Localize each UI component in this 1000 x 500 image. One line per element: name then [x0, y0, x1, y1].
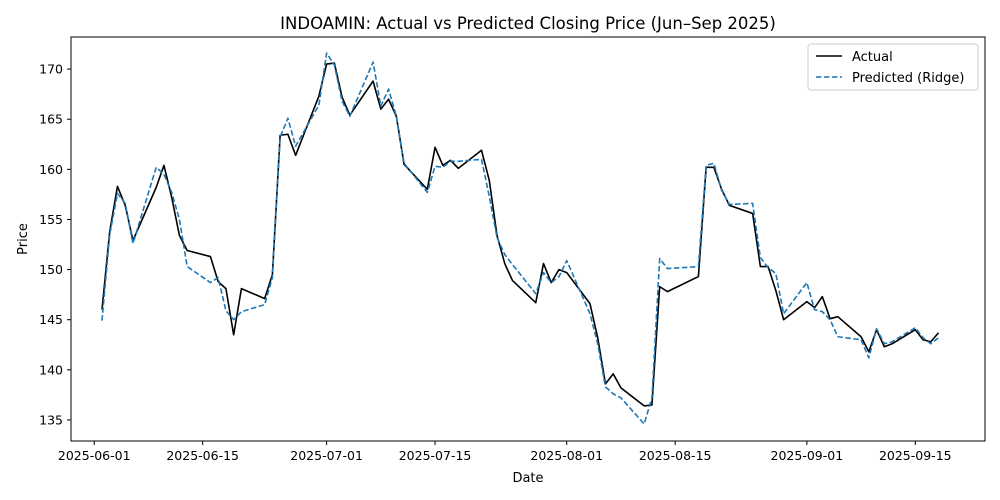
- x-tick-label: 2025-07-01: [290, 448, 363, 463]
- legend-box: [807, 43, 979, 91]
- y-tick-label: 165: [39, 112, 63, 127]
- legend-label-actual: Actual: [852, 50, 893, 65]
- x-tick-label: 2025-08-01: [530, 448, 603, 463]
- x-axis-title: Date: [512, 471, 543, 486]
- series-line-predicted: [101, 52, 940, 425]
- y-axis-ticks: 135 140 145 150 155 160 165 170: [39, 62, 71, 427]
- y-tick-label: 140: [39, 362, 63, 377]
- x-tick-label: 2025-06-15: [166, 448, 239, 463]
- x-tick-label: 2025-07-15: [399, 448, 472, 463]
- x-tick-label: 2025-06-01: [58, 448, 131, 463]
- legend: Actual Predicted (Ridge): [807, 43, 979, 91]
- x-tick-label: 2025-09-01: [771, 448, 844, 463]
- y-tick-label: 155: [39, 212, 63, 227]
- y-tick-label: 170: [39, 62, 63, 77]
- x-axis-ticks: 2025-06-01 2025-06-15 2025-07-01 2025-07-15…: [58, 441, 952, 463]
- plot-area-frame: [70, 36, 986, 442]
- y-tick-label: 145: [39, 312, 63, 327]
- series-line-actual: [101, 62, 940, 407]
- series-lines: [101, 52, 940, 425]
- y-tick-label: 150: [39, 262, 63, 277]
- y-tick-label: 160: [39, 162, 63, 177]
- x-tick-label: 2025-08-15: [639, 448, 712, 463]
- chart-title: INDOAMIN: Actual vs Predicted Closing Pr…: [280, 14, 776, 33]
- x-tick-label: 2025-09-15: [879, 448, 952, 463]
- y-axis-title: Price: [16, 223, 31, 255]
- y-tick-label: 135: [39, 412, 63, 427]
- legend-label-predicted: Predicted (Ridge): [852, 71, 964, 86]
